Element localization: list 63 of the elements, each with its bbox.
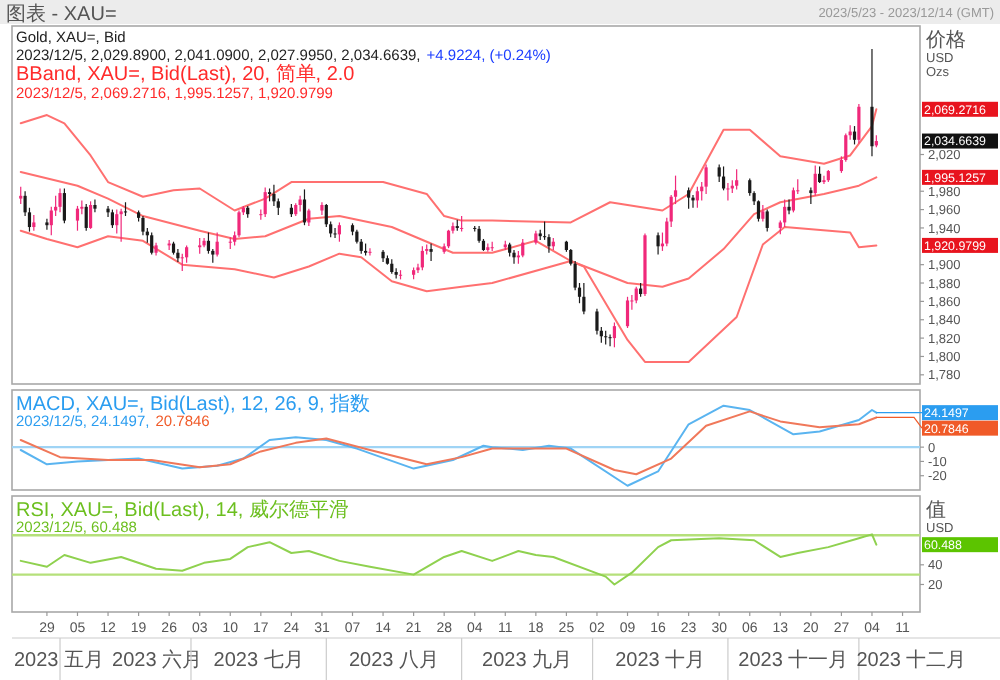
candlestick bbox=[735, 168, 739, 190]
candlestick bbox=[420, 245, 424, 271]
candlestick bbox=[206, 231, 211, 255]
candlestick bbox=[320, 201, 324, 216]
candlestick bbox=[115, 208, 119, 235]
text: 2023 六月 bbox=[112, 648, 203, 672]
candlestick bbox=[726, 182, 730, 202]
candlestick bbox=[870, 48, 874, 157]
candlestick bbox=[791, 186, 795, 213]
text: 图表 - XAU= bbox=[6, 2, 117, 26]
candlestick bbox=[88, 200, 93, 230]
candlestick bbox=[333, 227, 337, 239]
candlestick bbox=[302, 188, 307, 226]
candlestick bbox=[857, 103, 861, 145]
candlestick bbox=[687, 186, 691, 210]
text: 2023 九月 bbox=[482, 648, 573, 672]
candlestick bbox=[656, 231, 660, 256]
candlestick bbox=[809, 186, 813, 205]
candlestick bbox=[263, 186, 267, 218]
candlestick bbox=[429, 242, 433, 262]
text: 2023 八月 bbox=[348, 650, 439, 672]
candlestick bbox=[813, 164, 817, 197]
line-series bbox=[19, 533, 878, 586]
candlestick bbox=[237, 209, 241, 238]
text: 2023 五月 bbox=[14, 650, 105, 672]
candlestick bbox=[608, 333, 612, 347]
candlestick bbox=[75, 205, 80, 232]
y-axis-title: 价格 bbox=[924, 28, 966, 52]
candlestick bbox=[45, 218, 49, 231]
candlestick bbox=[612, 321, 617, 348]
candlestick bbox=[756, 199, 761, 223]
text: 2023 十月 bbox=[615, 648, 706, 672]
candlestick bbox=[110, 208, 114, 229]
candlestick bbox=[202, 237, 206, 248]
candlestick bbox=[62, 187, 66, 224]
candlestick bbox=[695, 186, 699, 209]
text: 2023 十一月 bbox=[738, 648, 849, 672]
y-axis-title: 值 bbox=[926, 500, 946, 522]
candlestick bbox=[783, 198, 787, 228]
candlestick bbox=[625, 296, 630, 329]
candlestick bbox=[787, 198, 791, 215]
candlestick bbox=[119, 208, 123, 243]
text: 2023 七月 bbox=[213, 648, 304, 672]
candlestick bbox=[84, 203, 88, 232]
candlestick bbox=[298, 195, 302, 213]
candlestick bbox=[512, 249, 516, 265]
candlestick bbox=[272, 184, 276, 207]
candlestick bbox=[446, 229, 451, 249]
candlestick bbox=[141, 215, 145, 236]
candlestick bbox=[215, 231, 219, 258]
text: 2023 十二月 bbox=[856, 648, 967, 672]
candlestick bbox=[337, 221, 341, 243]
candlestick bbox=[58, 187, 62, 213]
chart-title: MACD, XAU=, Bid(Last), 12, 26, 9, 指数 bbox=[16, 392, 371, 416]
chart-title: RSI, XAU=, Bid(Last), 14, 威尔德平滑 bbox=[16, 498, 349, 522]
candlestick bbox=[852, 125, 857, 146]
candlestick bbox=[704, 164, 708, 195]
candlestick bbox=[765, 208, 769, 233]
line-series bbox=[19, 108, 878, 224]
candlestick bbox=[150, 231, 154, 256]
candlestick bbox=[595, 308, 599, 336]
annotation: BBand, XAU=, Bid(Last), 20, 简单, 2.0 bbox=[16, 62, 356, 86]
candlestick bbox=[93, 198, 97, 213]
